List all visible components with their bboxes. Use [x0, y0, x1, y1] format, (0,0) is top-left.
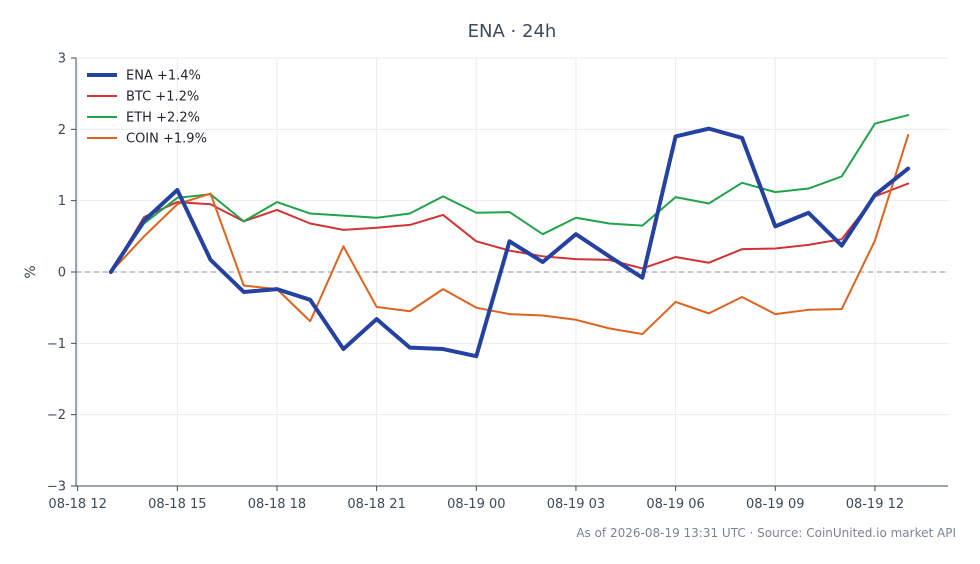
x-tick-label: 08-18 18: [248, 497, 306, 512]
legend-label: ETH +2.2%: [126, 111, 200, 126]
y-tick-label: −2: [47, 408, 66, 423]
x-tick-label: 08-19 12: [846, 497, 904, 512]
grid-layer: [76, 57, 948, 487]
x-tick-label: 08-19 03: [547, 497, 605, 512]
source-note: As of 2026-08-19 13:31 UTC · Source: Coi…: [576, 526, 956, 540]
legend-label: ENA +1.4%: [126, 69, 201, 84]
legend: ENA +1.4% BTC +1.2% ETH +2.2% COIN +1.9%: [87, 69, 207, 147]
series-line: [109, 182, 910, 273]
axis-layer: 3 2 1 0 −1 −2 −3 08-18 12 08-18 15 08-18 18 08-18 …: [47, 52, 948, 512]
y-tick-label: 1: [58, 194, 66, 209]
y-tick-label: 2: [58, 123, 66, 138]
series-line: [109, 114, 910, 273]
y-tick-label: 3: [58, 52, 66, 67]
x-tick-label: 08-19 00: [447, 497, 505, 512]
legend-label: COIN +1.9%: [126, 132, 207, 147]
y-tick-label: −1: [47, 337, 66, 352]
x-tick-label: 08-19 06: [646, 497, 704, 512]
series-layer: [108, 114, 911, 359]
chart-title: ENA · 24h: [468, 21, 557, 42]
x-tick-label: 08-19 09: [746, 497, 804, 512]
y-tick-label: 0: [58, 266, 66, 281]
x-tick-label: 08-18 21: [347, 497, 405, 512]
series-line: [109, 134, 910, 336]
y-axis-label: %: [23, 265, 39, 278]
series-line: [108, 126, 911, 359]
y-tick-label: −3: [47, 480, 66, 495]
x-tick-label: 08-18 15: [148, 497, 206, 512]
x-tick-label: 08-18 12: [48, 497, 106, 512]
legend-label: BTC +1.2%: [126, 90, 199, 105]
